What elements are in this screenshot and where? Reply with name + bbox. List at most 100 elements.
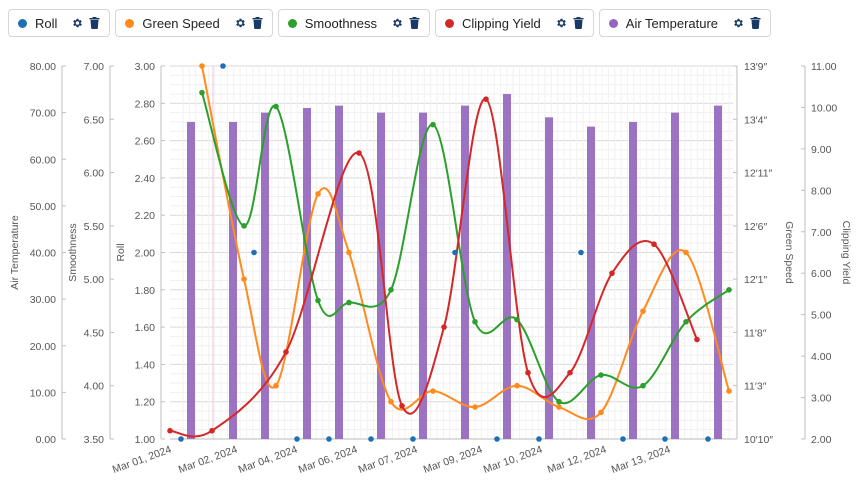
green_speed-axis-title: Green Speed (783, 221, 795, 284)
gear-icon[interactable] (391, 17, 403, 29)
green-speed-point (346, 249, 352, 256)
gear-icon[interactable] (71, 17, 83, 29)
smoothness-tick-label: 4.00 (84, 381, 105, 393)
roll-tick-label: 1.60 (135, 322, 156, 334)
gear-icon[interactable] (732, 17, 744, 29)
x-tick-label: Mar 09, 2024 (422, 443, 484, 475)
green_speed-tick-label: 11′3″ (744, 381, 767, 393)
legend-label: Roll (35, 15, 58, 31)
air_temperature-tick-label: 30.00 (30, 294, 56, 306)
clipping-yield-point (525, 369, 531, 376)
smoothness-point (315, 297, 321, 304)
legend-item-roll[interactable]: Roll (8, 9, 111, 37)
air_temperature-tick-label: 20.00 (30, 341, 56, 353)
clipping-yield-point (356, 150, 362, 156)
roll-point (536, 436, 542, 442)
clipping-yield-point (399, 403, 405, 409)
air-temperature-bar (303, 107, 311, 440)
x-tick-label: Mar 01, 2024 (111, 443, 173, 475)
clipping_yield-tick-label: 2.00 (811, 434, 832, 446)
air-temperature-bar (261, 112, 269, 439)
air_temperature-tick-label: 80.00 (30, 61, 56, 73)
series-color-dot (608, 18, 618, 28)
roll-axis-title: Roll (115, 243, 127, 261)
roll-point (368, 436, 374, 442)
trash-icon[interactable] (89, 17, 100, 29)
gear-icon[interactable] (555, 17, 567, 29)
air_temperature-tick-label: 40.00 (30, 248, 56, 260)
green_speed-tick-label: 10′10″ (744, 434, 773, 446)
roll-point (452, 249, 458, 256)
legend-label: Smoothness (304, 15, 378, 31)
trash-icon[interactable] (750, 17, 761, 29)
smoothness-tick-label: 6.00 (84, 168, 105, 180)
green-speed-point (598, 409, 604, 416)
green-speed-point (273, 382, 279, 389)
smoothness-tick-label: 3.50 (84, 434, 105, 446)
legend-label: Green Speed (142, 15, 220, 31)
smoothness-tick-label: 4.50 (84, 327, 105, 339)
air-temperature-bar (335, 105, 343, 439)
x-tick-label: Mar 04, 2024 (237, 443, 299, 475)
green_speed-tick-label: 13′4″ (744, 114, 767, 126)
clipping-yield-point (609, 270, 615, 277)
trash-icon[interactable] (252, 17, 263, 29)
air-temperature-bar (714, 105, 722, 439)
air-temperature-bar (671, 112, 679, 439)
smoothness-point (388, 287, 394, 293)
air-temperature-bar (629, 121, 637, 439)
air-temperature-bar (229, 121, 237, 439)
green-speed-point (683, 249, 689, 256)
green_speed-tick-label: 12′6″ (744, 221, 767, 233)
smoothness-point (273, 103, 279, 110)
clipping-yield-point (209, 427, 215, 434)
roll-tick-label: 2.60 (135, 136, 156, 148)
clipping_yield-tick-label: 11.00 (811, 61, 837, 73)
series-color-dot (18, 18, 27, 28)
roll-tick-label: 1.00 (135, 434, 156, 446)
legend-item-air-temperature[interactable]: Air Temperature (598, 9, 772, 37)
clipping-yield-point (694, 336, 700, 343)
legend-item-clipping-yield[interactable]: Clipping Yield (435, 9, 594, 37)
legend-item-smoothness[interactable]: Smoothness (277, 9, 431, 37)
clipping-yield-point (283, 349, 289, 355)
roll-tick-label: 1.40 (135, 359, 156, 371)
x-tick-label: Mar 10, 2024 (482, 443, 544, 475)
clipping_yield-tick-label: 6.00 (811, 268, 832, 280)
roll-tick-label: 1.80 (135, 285, 156, 297)
air-temperature-bar (461, 105, 469, 439)
green_speed-tick-label: 11′8″ (744, 327, 767, 339)
roll-point (326, 436, 332, 442)
smoothness-tick-label: 5.50 (84, 221, 105, 233)
smoothness-point (640, 382, 646, 389)
clipping-yield-point (567, 369, 573, 376)
smoothness-point (199, 89, 205, 96)
clipping-yield-point (167, 427, 173, 434)
gear-icon[interactable] (234, 17, 246, 29)
clipping_yield-tick-label: 3.00 (811, 393, 832, 405)
smoothness-tick-label: 6.50 (84, 114, 105, 126)
green-speed-point (640, 308, 646, 314)
trash-icon[interactable] (573, 17, 584, 29)
green-speed-point (241, 276, 247, 282)
trash-icon[interactable] (409, 17, 420, 29)
chart-legend: Roll Green Speed Smoothness Clipping Yie… (8, 9, 772, 37)
legend-label: Clipping Yield (462, 15, 541, 31)
series-color-dot (287, 18, 297, 28)
air_temperature-tick-label: 60.00 (30, 154, 56, 166)
green_speed-tick-label: 12′11″ (744, 168, 773, 180)
air-temperature-bar (377, 112, 385, 439)
smoothness-point (683, 318, 689, 325)
smoothness-point (430, 121, 436, 128)
smoothness-point (598, 372, 604, 378)
air_temperature-axis-title: Air Temperature (9, 215, 21, 290)
air-temperature-bar (503, 93, 511, 439)
air_temperature-tick-label: 70.00 (30, 108, 56, 120)
roll-point (578, 249, 584, 256)
air_temperature-tick-label: 10.00 (30, 387, 56, 399)
legend-item-green-speed[interactable]: Green Speed (115, 9, 273, 37)
green-speed-point (199, 63, 205, 69)
clipping_yield-tick-label: 8.00 (811, 185, 832, 197)
green-speed-point (430, 388, 436, 394)
